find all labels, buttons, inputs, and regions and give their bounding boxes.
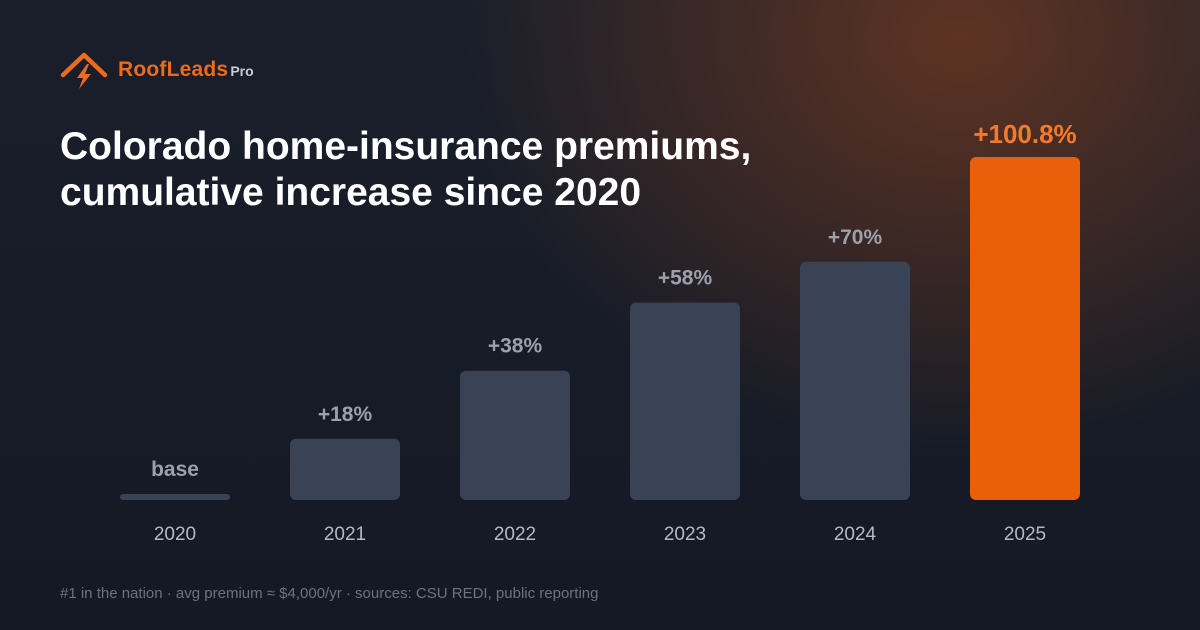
- brand-name: RoofLeads: [118, 58, 229, 81]
- data-label-2025: +100.8%: [973, 119, 1076, 149]
- chart-title-line-1: Colorado home-insurance premiums,: [60, 125, 752, 168]
- footer-note: #1 in the nation · avg premium ≈ $4,000/…: [60, 585, 599, 602]
- data-label-2024: +70%: [828, 226, 883, 249]
- data-label-2022: +38%: [488, 335, 543, 358]
- x-tick-2021: 2021: [324, 524, 366, 545]
- data-label-2023: +58%: [658, 267, 713, 290]
- bar-2024: [800, 261, 910, 500]
- x-tick-2020: 2020: [154, 524, 196, 545]
- data-label-2020: base: [151, 458, 199, 481]
- chart-title: Colorado home-insurance premiums, cumula…: [60, 124, 751, 216]
- bar-2022: [460, 370, 570, 500]
- bar-2021: [290, 438, 400, 500]
- brand-logo: RoofLeads Pro: [60, 50, 254, 90]
- chart-title-line-2: cumulative increase since 2020: [60, 171, 642, 214]
- x-tick-2022: 2022: [494, 524, 536, 545]
- bar-2020: [120, 494, 230, 500]
- data-label-2021: +18%: [318, 403, 373, 426]
- brand-suffix: Pro: [230, 63, 254, 79]
- x-tick-2023: 2023: [664, 524, 706, 545]
- x-tick-2024: 2024: [834, 524, 877, 545]
- bar-2023: [630, 302, 740, 500]
- bar-2025: [970, 157, 1080, 500]
- x-tick-2025: 2025: [1004, 524, 1046, 545]
- roof-lightning-icon: [60, 52, 108, 89]
